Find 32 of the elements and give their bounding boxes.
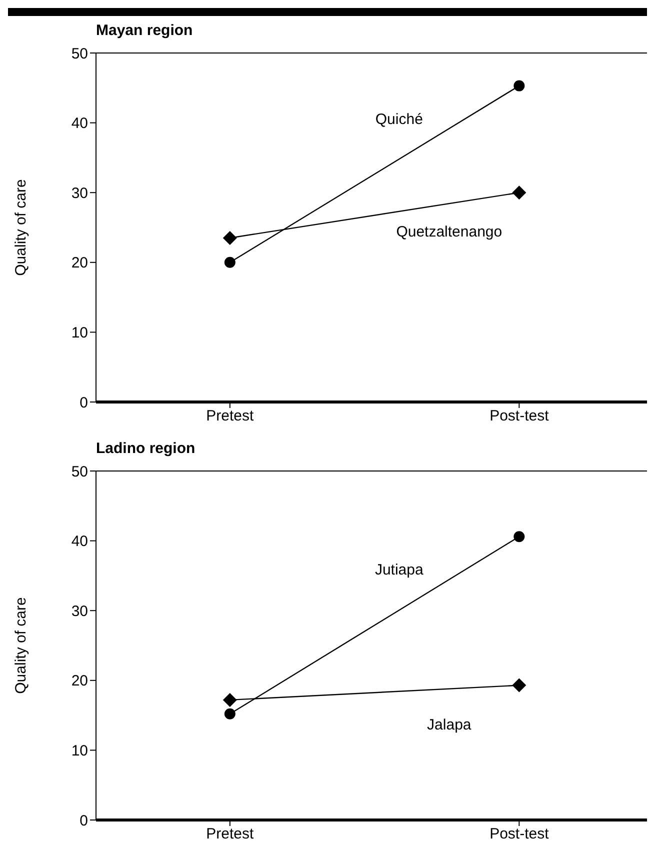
series-label: Quiché (375, 110, 423, 128)
y-tick-label: 40 (71, 115, 88, 132)
y-tick-label: 40 (71, 533, 88, 550)
y-tick-label: 50 (71, 45, 88, 62)
y-tick-label: 30 (71, 184, 88, 202)
y-tick-label: 0 (80, 394, 88, 412)
point (512, 678, 526, 692)
point (514, 80, 525, 92)
chart-title: Mayan region (96, 22, 193, 39)
y-axis-title: Quality of care (12, 179, 30, 276)
y-tick-label: 50 (71, 463, 88, 480)
point (514, 531, 525, 542)
series-label: Quetzaltenango (396, 224, 502, 241)
x-tick-label: Post-test (490, 826, 550, 843)
point (222, 692, 237, 707)
y-tick-label: 10 (71, 742, 88, 760)
series-label: Jutiapa (374, 562, 424, 579)
y-tick-label: 30 (71, 602, 88, 620)
point (224, 708, 236, 720)
x-tick-label: Post-test (490, 408, 550, 425)
y-tick-label: 20 (71, 254, 88, 272)
x-tick-label: Pretest (206, 408, 255, 425)
y-axis-title: Quality of care (12, 597, 30, 694)
y-tick-label: 20 (71, 672, 88, 690)
point (512, 186, 526, 200)
point (224, 256, 236, 268)
x-tick-label: Pretest (206, 826, 255, 843)
point (222, 230, 237, 245)
y-tick-label: 10 (71, 324, 88, 342)
series-label: Jalapa (427, 716, 472, 734)
chart-title: Ladino region (96, 440, 196, 457)
y-tick-label: 0 (80, 812, 88, 830)
